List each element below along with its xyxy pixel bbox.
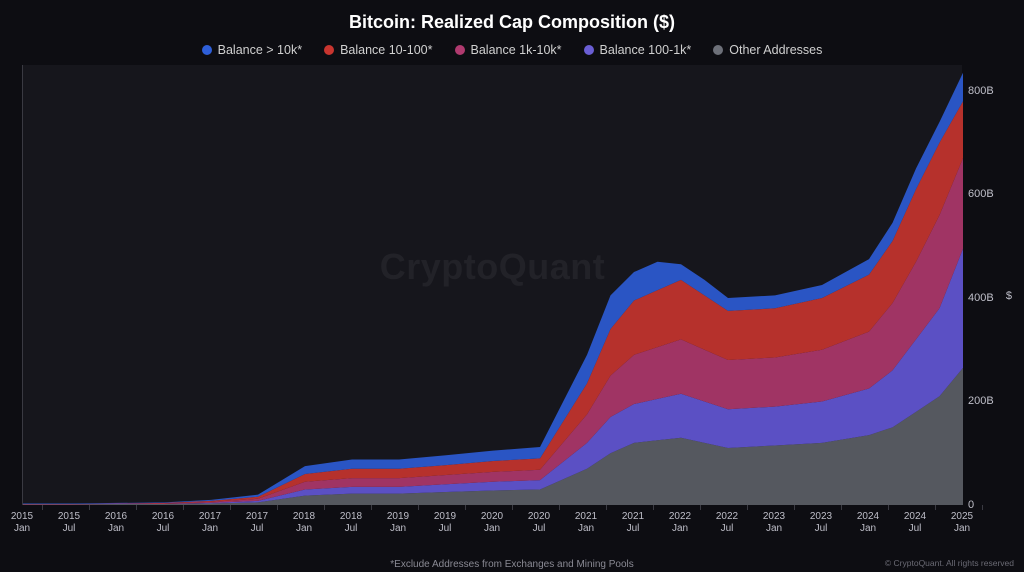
stacked-area-svg	[23, 65, 963, 505]
legend-label: Balance 100-1k*	[600, 43, 692, 57]
x-tick-label: 2020Jan	[472, 511, 512, 534]
legend-dot-icon	[713, 45, 723, 55]
x-tick-label: 2016Jul	[143, 511, 183, 534]
x-tick-mark	[606, 505, 607, 510]
x-tick-mark	[982, 505, 983, 510]
y-tick-label: 200B	[968, 395, 994, 407]
x-tick-label: 2024Jul	[895, 511, 935, 534]
x-tick-mark	[136, 505, 137, 510]
x-tick-mark	[559, 505, 560, 510]
legend-label: Other Addresses	[729, 43, 822, 57]
x-tick-label: 2017Jan	[190, 511, 230, 534]
legend-label: Balance 10-100*	[340, 43, 432, 57]
legend-item[interactable]: Balance 1k-10k*	[455, 43, 562, 57]
legend-dot-icon	[324, 45, 334, 55]
legend-label: Balance > 10k*	[218, 43, 302, 57]
legend-dot-icon	[584, 45, 594, 55]
legend-dot-icon	[202, 45, 212, 55]
x-tick-mark	[418, 505, 419, 510]
chart-legend: Balance > 10k* Balance 10-100* Balance 1k-…	[8, 43, 1016, 57]
x-tick-mark	[888, 505, 889, 510]
x-tick-mark	[277, 505, 278, 510]
x-tick-mark	[183, 505, 184, 510]
plot-area: CryptoQuant	[22, 65, 962, 505]
x-tick-label: 2019Jan	[378, 511, 418, 534]
legend-item[interactable]: Balance 100-1k*	[584, 43, 692, 57]
x-tick-label: 2018Jul	[331, 511, 371, 534]
y-axis: 0200B400B600B800B	[968, 65, 1018, 505]
chart-container: Bitcoin: Realized Cap Composition ($) Ba…	[0, 0, 1024, 572]
y-tick-label: 400B	[968, 292, 994, 304]
x-tick-label: 2022Jul	[707, 511, 747, 534]
y-tick-label: 800B	[968, 85, 994, 97]
x-tick-label: 2021Jan	[566, 511, 606, 534]
x-tick-mark	[700, 505, 701, 510]
x-tick-mark	[42, 505, 43, 510]
x-tick-mark	[841, 505, 842, 510]
x-tick-mark	[794, 505, 795, 510]
x-tick-label: 2015Jul	[49, 511, 89, 534]
x-tick-mark	[465, 505, 466, 510]
x-tick-label: 2017Jul	[237, 511, 277, 534]
legend-dot-icon	[455, 45, 465, 55]
x-tick-label: 2024Jan	[848, 511, 888, 534]
chart-title: Bitcoin: Realized Cap Composition ($)	[8, 12, 1016, 33]
x-tick-label: 2023Jul	[801, 511, 841, 534]
x-tick-mark	[371, 505, 372, 510]
footnote: *Exclude Addresses from Exchanges and Mi…	[390, 559, 633, 570]
copyright: © CryptoQuant. All rights reserved	[885, 558, 1014, 568]
x-tick-label: 2022Jan	[660, 511, 700, 534]
y-axis-title: $	[1006, 290, 1012, 302]
x-tick-mark	[747, 505, 748, 510]
x-tick-label: 2018Jan	[284, 511, 324, 534]
x-tick: 2025Jan	[962, 505, 1002, 534]
x-tick-mark	[89, 505, 90, 510]
x-tick-label: 2015Jan	[2, 511, 42, 534]
x-tick-label: 2019Jul	[425, 511, 465, 534]
chart-wrap: CryptoQuant 0200B400B600B800B $ 2015Jan2…	[8, 65, 1016, 527]
x-tick-mark	[324, 505, 325, 510]
legend-label: Balance 1k-10k*	[471, 43, 562, 57]
y-tick-label: 600B	[968, 188, 994, 200]
x-tick-mark	[935, 505, 936, 510]
x-tick-label: 2023Jan	[754, 511, 794, 534]
x-tick-label: 2020Jul	[519, 511, 559, 534]
x-tick-label: 2016Jan	[96, 511, 136, 534]
x-tick-mark	[653, 505, 654, 510]
legend-item[interactable]: Balance > 10k*	[202, 43, 302, 57]
x-tick-label: 2025Jan	[942, 511, 982, 534]
legend-item[interactable]: Other Addresses	[713, 43, 822, 57]
x-tick-label: 2021Jul	[613, 511, 653, 534]
x-tick-mark	[230, 505, 231, 510]
legend-item[interactable]: Balance 10-100*	[324, 43, 432, 57]
x-tick-mark	[512, 505, 513, 510]
